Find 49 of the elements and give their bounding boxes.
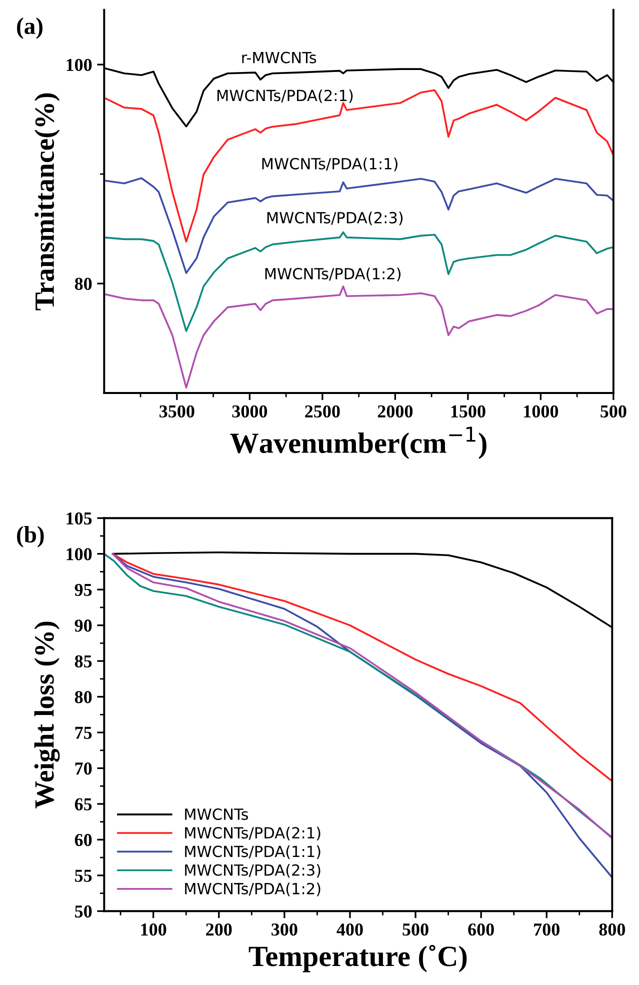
x-tick-label: 300 <box>272 923 298 936</box>
x-axis-title: Wavenumber(cm$^{−1}$) <box>230 426 486 460</box>
line-series <box>104 89 614 243</box>
series-label: MWCNTs/PDA(2:1) <box>217 89 353 104</box>
x-tick-label: 200 <box>206 923 232 936</box>
x-tick-label: 700 <box>534 923 560 936</box>
y-tick-label: 85 <box>74 655 92 668</box>
series-label: MWCNTs/PDA(2:3) <box>267 212 403 226</box>
y-axis-title: Transmittance(%) <box>34 93 60 310</box>
line-series <box>104 231 614 332</box>
x-tick-label: 500 <box>402 923 428 936</box>
x-tick-label: 3000 <box>232 405 268 418</box>
y-tick-label: 100 <box>66 58 92 72</box>
x-tick-label: 2000 <box>378 405 413 418</box>
y-tick-label: 70 <box>75 762 92 775</box>
y-tick-label: 60 <box>74 834 92 846</box>
x-axis-title: Temperature (˚C) <box>248 944 467 972</box>
y-tick-label: 100 <box>66 548 92 560</box>
y-tick-label: 80 <box>74 691 92 704</box>
x-tick-label: 400 <box>336 923 363 936</box>
series-label: MWCNTs/PDA(1:2) <box>265 268 400 282</box>
x-tick-label: 3500 <box>160 405 194 418</box>
y-tick-label: 55 <box>75 870 92 882</box>
y-tick-label: 75 <box>75 726 92 739</box>
chart-title: (b) <box>17 526 44 548</box>
y-tick-label: 105 <box>66 512 92 525</box>
series-label: MWCNTs/PDA(1:1) <box>262 158 398 172</box>
chart-title: (a) <box>17 18 42 39</box>
y-tick-label: 80 <box>74 278 92 290</box>
x-tick-label: 1000 <box>524 405 558 418</box>
legend-label: MWCNTs/PDA(2:1) <box>185 826 320 840</box>
line-series <box>112 552 612 782</box>
x-tick-label: 800 <box>599 923 626 936</box>
y-tick-label: 95 <box>74 584 92 596</box>
legend-label: MWCNTs/PDA(2:3) <box>185 864 320 878</box>
y-tick-label: 90 <box>74 620 92 632</box>
x-tick-label: 2500 <box>305 405 340 418</box>
x-tick-label: 1500 <box>451 405 486 418</box>
legend-label: MWCNTs <box>185 808 248 820</box>
legend-label: MWCNTs/PDA(1:1) <box>185 845 320 859</box>
y-tick-label: 50 <box>75 905 92 918</box>
x-tick-label: 600 <box>468 923 494 936</box>
x-tick-label: 500 <box>600 405 626 418</box>
legend-label: MWCNTs/PDA(1:2) <box>185 882 320 896</box>
x-tick-label: 100 <box>141 923 166 936</box>
series-label: r-MWCNTs <box>242 52 316 64</box>
line-series <box>104 285 614 389</box>
y-axis-title: Weight loss (%) <box>34 622 60 808</box>
y-tick-label: 65 <box>74 798 92 810</box>
